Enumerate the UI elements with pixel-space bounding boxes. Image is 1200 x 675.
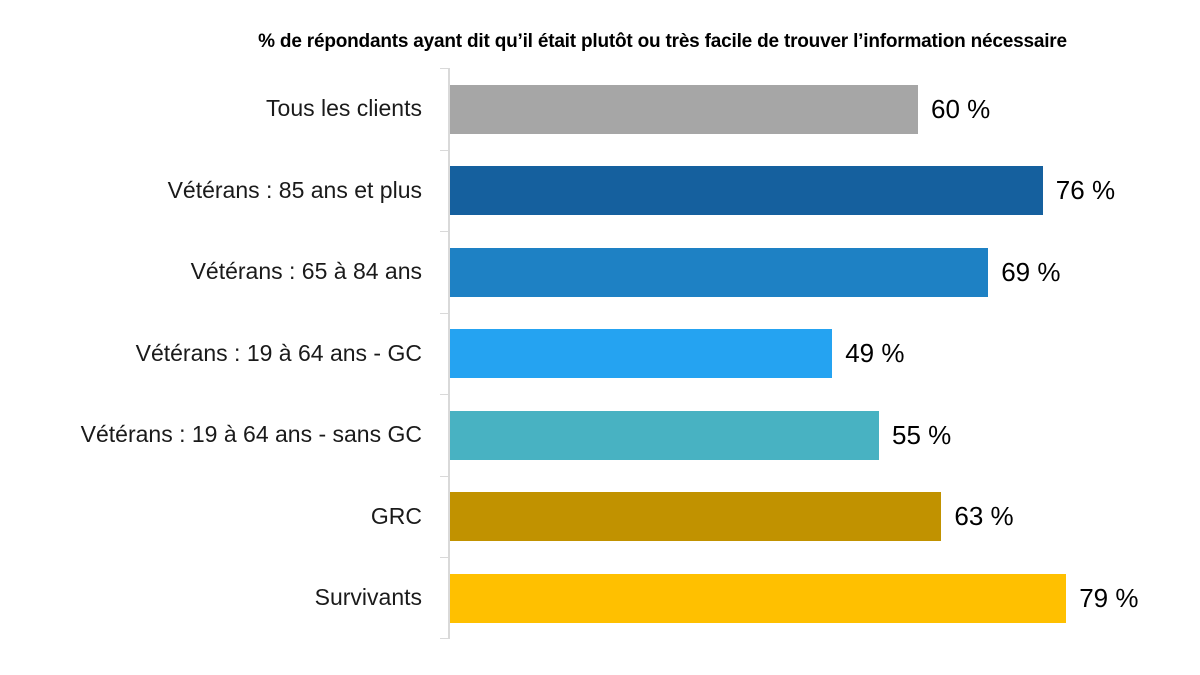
- value-label: 49 %: [845, 338, 905, 368]
- bar: [450, 84, 918, 134]
- value-label: 60 %: [931, 93, 991, 124]
- chart-row: GRC 63 %: [0, 476, 1200, 558]
- chart-row: Vétérans : 19 à 64 ans - sans GC 55 %: [0, 394, 1200, 476]
- bar: [450, 247, 989, 297]
- axis-tick: [440, 231, 448, 232]
- value-label: 63 %: [954, 501, 1014, 531]
- plot-area: Tous les clients 60 % Vétérans : 85 ans et…: [0, 68, 1200, 639]
- value-label: 76 %: [1055, 175, 1116, 205]
- category-label: Vétérans : 19 à 64 ans - sans GC: [80, 421, 422, 448]
- category-label: Vétérans : 65 à 84 ans: [190, 258, 422, 285]
- axis-tick: [440, 68, 448, 69]
- axis-tick: [440, 394, 448, 395]
- value-label: 69 %: [1001, 256, 1061, 287]
- bar: [450, 410, 879, 460]
- bar: [450, 166, 1043, 215]
- chart-row: Survivants 79 %: [0, 557, 1200, 639]
- chart-row: Vétérans : 65 à 84 ans 69 %: [0, 231, 1200, 313]
- axis-tick: [440, 557, 448, 558]
- axis-tick: [440, 475, 448, 477]
- axis-tick: [440, 149, 448, 151]
- category-axis-line: [448, 68, 450, 639]
- value-label: 55 %: [892, 419, 952, 450]
- chart-row: Vétérans : 19 à 64 ans - GC 49 %: [0, 313, 1200, 395]
- bar: [450, 329, 833, 378]
- category-label: Survivants: [314, 584, 422, 611]
- chart-row: Tous les clients 60 %: [0, 68, 1200, 150]
- category-label: GRC: [370, 502, 422, 529]
- bar: [450, 492, 942, 541]
- chart-row: Vétérans : 85 ans et plus 76 %: [0, 150, 1200, 232]
- category-label: Tous les clients: [266, 95, 422, 122]
- value-label: 79 %: [1079, 582, 1139, 613]
- bar: [450, 573, 1067, 623]
- chart-title: % de répondants ayant dit qu’il était pl…: [258, 31, 1067, 52]
- category-label: Vétérans : 85 ans et plus: [167, 176, 422, 203]
- category-label: Vétérans : 19 à 64 ans - GC: [135, 339, 422, 366]
- axis-tick: [440, 312, 448, 314]
- axis-tick: [440, 637, 448, 639]
